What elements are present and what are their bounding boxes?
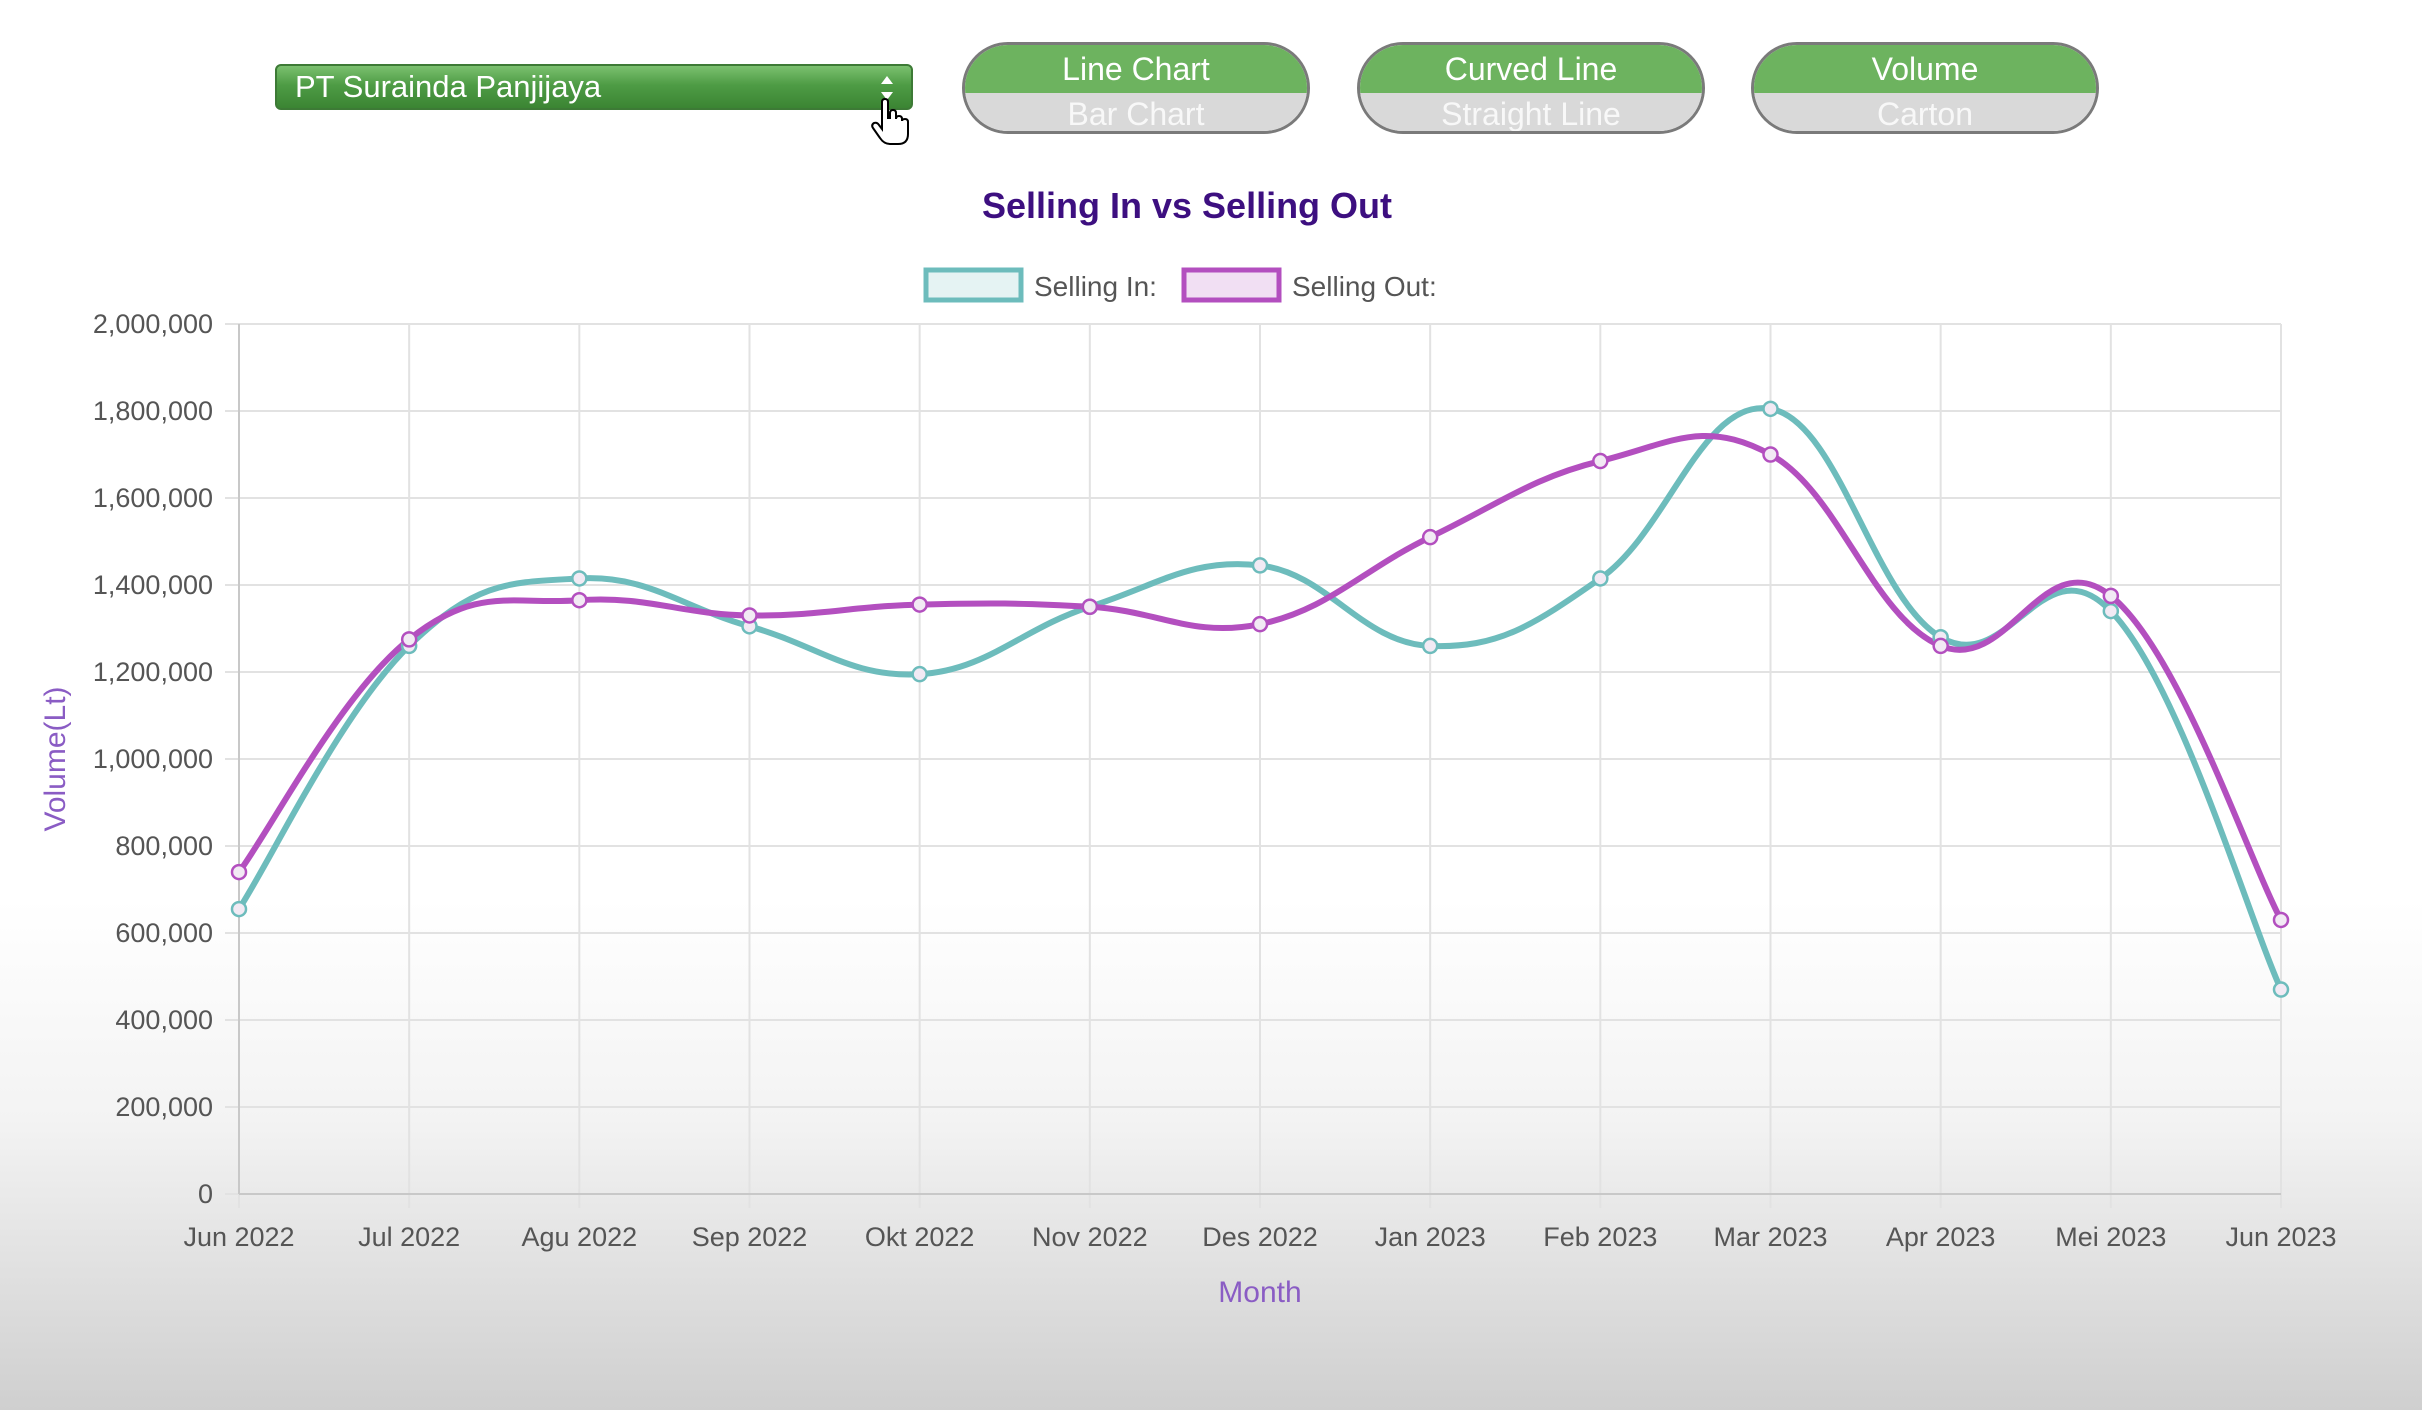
x-tick-label: Jul 2022 (358, 1222, 460, 1252)
data-point (1762, 400, 1779, 418)
data-point (741, 607, 758, 624)
data-point (1251, 557, 1269, 574)
data-point (571, 591, 588, 609)
y-tick-label: 0 (198, 1179, 213, 1209)
unit-toggle[interactable]: Volume Carton (1751, 42, 2099, 134)
y-tick-label: 1,200,000 (93, 657, 213, 687)
line-style-toggle[interactable]: Curved Line Straight Line (1357, 42, 1705, 134)
data-point (911, 665, 928, 683)
data-point (1081, 598, 1099, 615)
x-tick-label: Jun 2022 (183, 1222, 294, 1252)
data-point (230, 863, 248, 881)
data-point (1421, 528, 1439, 546)
chart-title: Selling In vs Selling Out (982, 185, 1392, 226)
y-tick-label: 2,000,000 (93, 309, 213, 339)
data-point (1251, 615, 1269, 633)
legend-label: Selling In: (1034, 271, 1157, 302)
x-tick-label: Des 2022 (1202, 1222, 1318, 1252)
y-tick-label: 1,000,000 (93, 744, 213, 774)
data-point (911, 596, 928, 613)
y-tick-label: 400,000 (115, 1005, 213, 1035)
y-tick-label: 200,000 (115, 1092, 213, 1122)
y-axis-title: Volume(Lt) (39, 686, 72, 831)
line-chart-option[interactable]: Line Chart (965, 45, 1307, 93)
data-point (230, 900, 248, 918)
y-tick-label: 600,000 (115, 918, 213, 948)
data-point (2102, 602, 2120, 620)
x-tick-label: Feb 2023 (1543, 1222, 1657, 1252)
data-point (400, 631, 418, 648)
x-tick-label: Jan 2023 (1375, 1222, 1486, 1252)
legend-swatch (1181, 267, 1282, 303)
carton-option[interactable]: Carton (1754, 93, 2096, 131)
curved-line-option[interactable]: Curved Line (1360, 45, 1702, 93)
x-tick-label: Agu 2022 (522, 1222, 638, 1252)
company-select-value: PT Suraindа Panjijaya (295, 69, 602, 104)
line-chart: 0 200,000 400,000 600,000 800,000 1,000,000 1,… (39, 185, 2337, 1309)
data-point (571, 570, 588, 587)
x-tick-label: Okt 2022 (865, 1222, 975, 1252)
straight-line-option[interactable]: Straight Line (1360, 93, 1702, 131)
chart-type-toggle[interactable]: Line Chart Bar Chart (962, 42, 1310, 134)
data-point (1762, 446, 1779, 463)
data-point (1932, 637, 1949, 655)
x-tick-label: Apr 2023 (1886, 1222, 1996, 1252)
data-point (2272, 911, 2290, 929)
data-point (1592, 452, 1609, 470)
data-point (2272, 981, 2290, 998)
x-tick-label: Mei 2023 (2055, 1222, 2166, 1252)
volume-option[interactable]: Volume (1754, 45, 2096, 93)
x-tick-label: Sep 2022 (692, 1222, 808, 1252)
bar-chart-option[interactable]: Bar Chart (965, 93, 1307, 131)
x-axis-title: Month (1218, 1276, 1301, 1309)
x-tick-label: Jun 2023 (2225, 1222, 2336, 1252)
select-arrows-icon (881, 76, 893, 100)
y-tick-label: 1,600,000 (93, 483, 213, 513)
y-tick-label: 800,000 (115, 831, 213, 861)
y-tick-label: 1,400,000 (93, 570, 213, 600)
x-tick-label: Nov 2022 (1032, 1222, 1148, 1252)
data-point (1421, 637, 1439, 655)
data-point (1592, 570, 1609, 587)
data-point (2102, 587, 2120, 605)
y-tick-label: 1,800,000 (93, 396, 213, 426)
x-tick-label: Mar 2023 (1713, 1222, 1827, 1252)
legend-label: Selling Out: (1292, 271, 1437, 302)
hand-pointer-icon (871, 98, 909, 145)
legend-swatch (923, 267, 1024, 303)
company-select[interactable]: PT Suraindа Panjijaya (275, 64, 913, 110)
